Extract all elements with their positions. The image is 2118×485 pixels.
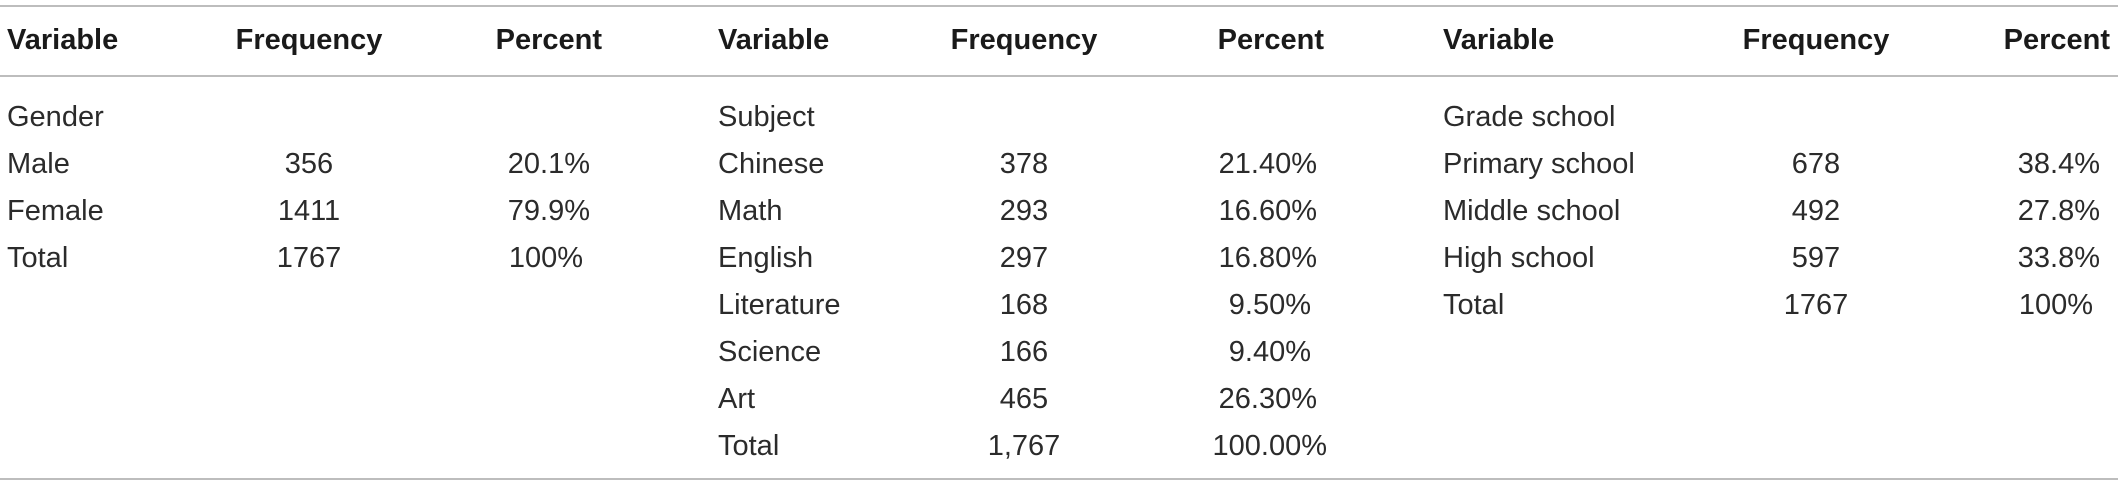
row-label: Total xyxy=(7,242,69,274)
category-label: Gender xyxy=(7,101,104,133)
row-frequency: 1411 xyxy=(277,195,341,227)
row-percent: 9.50% xyxy=(1228,289,1311,321)
row-label: Science xyxy=(718,336,822,368)
category-label: Subject xyxy=(718,101,815,133)
header-variable: Variable xyxy=(1443,24,1555,56)
row-label: Chinese xyxy=(718,148,825,180)
row-percent: 26.30% xyxy=(1218,383,1317,415)
header-frequency: Frequency xyxy=(950,24,1098,56)
row-frequency: 492 xyxy=(1791,195,1841,227)
row-percent: 16.80% xyxy=(1218,242,1317,274)
header-variable: Variable xyxy=(718,24,830,56)
row-label: Male xyxy=(7,148,70,180)
row-frequency: 465 xyxy=(999,383,1049,415)
row-label: Middle school xyxy=(1443,195,1621,227)
row-frequency: 378 xyxy=(999,148,1049,180)
row-label: Art xyxy=(718,383,756,415)
row-frequency: 293 xyxy=(999,195,1049,227)
row-label: Female xyxy=(7,195,104,227)
row-frequency: 356 xyxy=(284,148,334,180)
row-frequency: 1767 xyxy=(1783,289,1849,321)
header-frequency: Frequency xyxy=(235,24,383,56)
table-header-rule xyxy=(0,75,2118,77)
header-percent: Percent xyxy=(1217,24,1324,56)
row-label: Total xyxy=(718,430,780,462)
row-percent: 20.1% xyxy=(507,148,590,180)
header-frequency: Frequency xyxy=(1742,24,1890,56)
row-percent: 100% xyxy=(508,242,583,274)
row-label: Primary school xyxy=(1443,148,1635,180)
row-frequency: 678 xyxy=(1791,148,1841,180)
row-frequency: 1767 xyxy=(276,242,342,274)
row-percent: 21.40% xyxy=(1218,148,1317,180)
row-frequency: 1,767 xyxy=(987,430,1061,462)
header-percent: Percent xyxy=(2003,24,2110,56)
row-percent: 33.8% xyxy=(2017,242,2100,274)
table-bottom-rule xyxy=(0,478,2118,480)
row-percent: 38.4% xyxy=(2017,148,2100,180)
row-frequency: 166 xyxy=(999,336,1049,368)
row-percent: 9.40% xyxy=(1228,336,1311,368)
row-label: High school xyxy=(1443,242,1595,274)
category-label: Grade school xyxy=(1443,101,1616,133)
header-variable: Variable xyxy=(7,24,119,56)
row-label: Math xyxy=(718,195,783,227)
header-percent: Percent xyxy=(495,24,602,56)
row-frequency: 597 xyxy=(1791,242,1841,274)
row-percent: 79.9% xyxy=(507,195,590,227)
row-percent: 16.60% xyxy=(1218,195,1317,227)
row-label: English xyxy=(718,242,814,274)
row-percent: 100.00% xyxy=(1212,430,1328,462)
table-top-rule xyxy=(0,5,2118,7)
row-label: Literature xyxy=(718,289,841,321)
row-frequency: 168 xyxy=(999,289,1049,321)
row-percent: 100% xyxy=(2018,289,2093,321)
row-percent: 27.8% xyxy=(2017,195,2100,227)
row-frequency: 297 xyxy=(999,242,1049,274)
row-label: Total xyxy=(1443,289,1505,321)
